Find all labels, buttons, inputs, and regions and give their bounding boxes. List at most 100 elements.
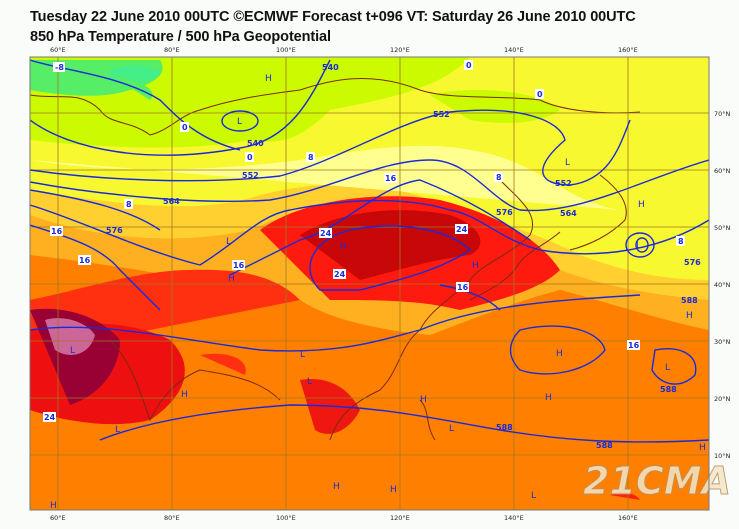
- geopotential-label: 576: [684, 258, 701, 267]
- green-patch-3: [110, 75, 153, 100]
- svg-text:0: 0: [182, 123, 188, 132]
- temperature-label: 0: [535, 89, 544, 99]
- svg-text:16: 16: [79, 256, 91, 265]
- coast-kamchatka: [569, 174, 627, 251]
- lon-label: 160°E: [618, 46, 638, 54]
- geopotential-label: 552: [555, 179, 572, 188]
- svg-text:24: 24: [320, 229, 332, 238]
- lon-label: 140°E: [504, 514, 524, 522]
- pressure-centre: L: [665, 363, 670, 373]
- lon-label: 140°E: [504, 46, 524, 54]
- lon-label: 60°E: [50, 46, 66, 54]
- temperature-16-south: [439, 284, 501, 311]
- pressure-centre: H: [333, 482, 340, 492]
- pale-yellow-band: [30, 145, 620, 210]
- coast-india: [109, 339, 281, 422]
- lat-label: 50°N: [714, 224, 731, 232]
- pressure-centre: L: [636, 241, 641, 251]
- pressure-centre: H: [340, 242, 347, 252]
- pressure-centre: H: [472, 261, 479, 271]
- geopotential-label: 552: [433, 110, 450, 119]
- latitude-labels: 70°N 60°N 50°N 40°N 30°N 20°N 10°N: [714, 110, 731, 460]
- lon-label: 60°E: [50, 514, 66, 522]
- geopotential-label: 588: [496, 423, 513, 432]
- svg-text:0: 0: [247, 153, 253, 162]
- lon-label: 120°E: [390, 46, 410, 54]
- pressure-centre: L: [565, 158, 570, 168]
- pressure-centre: H: [50, 501, 57, 511]
- high-centre-east: [651, 348, 697, 385]
- svg-text:8: 8: [308, 153, 314, 162]
- temperature-label: 0: [180, 122, 189, 132]
- pressure-centre: L: [70, 346, 75, 356]
- geopotential-label: 540: [322, 63, 339, 72]
- svg-text:8: 8: [126, 200, 132, 209]
- pressure-centre: L: [531, 491, 536, 501]
- svg-text:0: 0: [466, 61, 472, 70]
- map-frame: [29, 56, 710, 511]
- svg-text:16: 16: [628, 341, 640, 350]
- pressure-centre: H: [545, 393, 552, 403]
- temperature-label: 0: [245, 152, 254, 162]
- pressure-centre: H: [638, 200, 645, 210]
- pressure-centre: H: [265, 74, 272, 84]
- temperature-label: 16: [456, 282, 469, 292]
- pressure-centre: L: [449, 424, 454, 434]
- temperature-label: 24: [455, 224, 468, 234]
- temperature-label: 8: [124, 199, 133, 209]
- geopotential-588-south: [99, 404, 709, 443]
- pressure-centre: L: [307, 377, 312, 387]
- lat-label: 30°N: [714, 338, 731, 346]
- geopotential-label-group: 540 552 564 576 552 552 564 576 576 588 …: [106, 63, 701, 450]
- temperature-label: 24: [319, 228, 332, 238]
- svg-text:0: 0: [537, 90, 543, 99]
- svg-text:24: 24: [456, 225, 468, 234]
- lon-label: 80°E: [164, 46, 180, 54]
- pressure-centre: H: [390, 485, 397, 495]
- lat-label: 70°N: [714, 110, 731, 118]
- pressure-centre: H: [181, 390, 188, 400]
- coast-japan: [469, 231, 561, 301]
- high-centre-pacific: [509, 325, 606, 375]
- coast-north: [30, 77, 641, 136]
- svg-text:8: 8: [678, 237, 684, 246]
- geopotential-label: 552: [242, 171, 259, 180]
- low-centre-pacific: [625, 232, 655, 258]
- title-line-1: Tuesday 22 June 2010 00UTC ©ECMWF Foreca…: [30, 9, 636, 25]
- temperature-24: [309, 225, 472, 291]
- svg-text:16: 16: [385, 174, 397, 183]
- watermark-logo: 21CMA: [583, 459, 731, 503]
- coast-philippines: [419, 399, 436, 441]
- temperature-label: 24: [333, 269, 346, 279]
- geopotential-label: 540: [247, 139, 264, 148]
- geopotential-label: 588: [596, 441, 613, 450]
- temperature-8: [30, 189, 161, 231]
- svg-text:16: 16: [457, 283, 469, 292]
- pressure-centre: H: [556, 349, 563, 359]
- temperature-16-east: [229, 179, 531, 276]
- pressure-centre: H: [699, 443, 706, 453]
- lon-label: 80°E: [164, 514, 180, 522]
- coast-east-asia: [329, 179, 534, 441]
- pressure-centre: H: [228, 274, 235, 284]
- lat-label: 40°N: [714, 281, 731, 289]
- coastlines: [30, 77, 641, 441]
- pressure-centre: L: [300, 350, 305, 360]
- temperature-label: 16: [78, 255, 91, 265]
- contours: [30, 59, 709, 443]
- temperature-label: 24: [43, 412, 56, 422]
- title-line-2: 850 hPa Temperature / 500 hPa Geopotenti…: [30, 29, 331, 45]
- svg-text:16: 16: [233, 261, 245, 270]
- lon-label: 100°E: [276, 514, 296, 522]
- lat-label: 10°N: [714, 452, 731, 460]
- geopotential-588: [30, 294, 641, 352]
- temperature-label: 8: [676, 236, 685, 246]
- pressure-centre: L: [226, 237, 231, 247]
- lon-label: 160°E: [618, 514, 638, 522]
- svg-text:16: 16: [51, 227, 63, 236]
- geopotential-label: 588: [681, 296, 698, 305]
- red-patch-east: [200, 353, 246, 375]
- geopotential-540: [30, 59, 331, 156]
- longitude-labels-top: 60°E 80°E 100°E 120°E 140°E 160°E: [50, 46, 638, 54]
- temperature-label: -8: [53, 62, 65, 72]
